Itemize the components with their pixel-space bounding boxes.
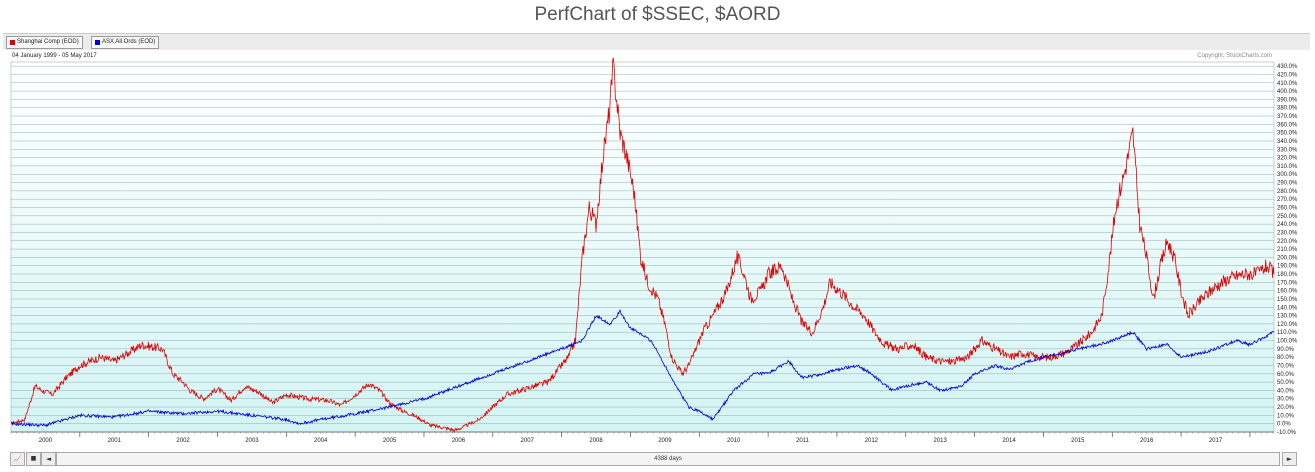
x-tick-label: 2007 [521,438,535,444]
y-tick-label: 20.0% [1277,405,1295,411]
y-tick-label: 290.0% [1277,181,1298,187]
x-tick-label: 2003 [245,438,259,444]
x-tick-label: 2017 [1209,438,1223,444]
y-tick-label: 410.0% [1277,81,1298,87]
y-tick-label: 350.0% [1277,131,1298,137]
x-tick-label: 2010 [727,438,741,444]
y-tick-label: 70.0% [1277,363,1295,369]
y-tick-label: 330.0% [1277,147,1298,153]
x-tick-label: 2013 [934,438,948,444]
y-tick-label: 240.0% [1277,222,1298,228]
series-line-asx [10,309,1275,428]
y-tick-label: 320.0% [1277,156,1298,162]
y-tick-label: 300.0% [1277,172,1298,178]
y-tick-label: 420.0% [1277,72,1298,78]
chart-type-icon[interactable]: 📈 [10,452,25,466]
legend-swatch-red [10,40,15,45]
x-tick-label: 2012 [865,438,879,444]
copyright-label: Copyright, StockCharts.com [1197,53,1272,59]
y-tick-label: 430.0% [1277,64,1298,70]
y-tick-label: 380.0% [1277,106,1298,112]
x-tick-label: 2008 [589,438,603,444]
y-tick-label: 210.0% [1277,247,1298,253]
y-tick-label: 120.0% [1277,322,1298,328]
legend-item-asx[interactable]: ASX All Ords (EOD) [91,36,160,49]
x-axis: 2000 2001 2002 2003 2004 2005 2006 2007 2008 2009… [10,431,1274,444]
x-tick-label: 2009 [658,438,672,444]
y-tick-label: 390.0% [1277,97,1298,103]
y-tick-label: 200.0% [1277,255,1298,261]
y-tick-label: 130.0% [1277,314,1298,320]
y-tick-label: 280.0% [1277,189,1298,195]
x-tick-label: 2016 [1140,438,1154,444]
y-tick-label: 90.0% [1277,347,1295,353]
y-tick-label: 30.0% [1277,397,1295,403]
y-tick-label: 150.0% [1277,297,1298,303]
y-tick-label: 340.0% [1277,139,1298,145]
x-tick-label: 2001 [108,438,122,444]
legend-swatch-blue [95,40,100,45]
x-tick-label: 2002 [176,438,190,444]
y-tick-label: 170.0% [1277,280,1298,286]
y-tick-label: 180.0% [1277,272,1298,278]
y-tick-label: -10.0% [1277,430,1297,436]
y-tick-label: 0.0% [1277,422,1291,428]
y-tick-label: 160.0% [1277,289,1298,295]
time-scrollbar[interactable]: 4388 days [56,452,1280,466]
legend-bar: Shanghai Comp (EOD) ASX All Ords (EOD) [3,33,1310,50]
y-tick-label: 260.0% [1277,206,1298,212]
y-tick-label: 50.0% [1277,380,1295,386]
bottom-bar: 📈 ■ ◄ 4388 days ► [8,452,1308,466]
x-tick-label: 2011 [796,438,810,444]
scroll-right-button[interactable]: ► [1282,452,1297,466]
y-tick-label: 310.0% [1277,164,1298,170]
y-tick-label: 100.0% [1277,339,1298,345]
legend-label-shanghai: Shanghai Comp (EOD) [17,39,79,45]
y-tick-label: 110.0% [1277,330,1298,336]
y-tick-label: 10.0% [1277,413,1295,419]
x-tick-label: 2006 [452,438,466,444]
y-axis: 430.0% 420.0% 410.0% 400.0% 390.0% 380.0% 370.… [1277,64,1298,436]
chart-title: PerfChart of $SSEC, $AORD [534,4,781,25]
y-tick-label: 270.0% [1277,197,1298,203]
x-tick-label: 2014 [1002,438,1016,444]
date-range-label: 04 January 1999 - 05 May 2017 [12,53,97,59]
x-tick-label: 2004 [314,438,328,444]
y-tick-label: 250.0% [1277,214,1298,220]
x-tick-label: 2015 [1071,438,1085,444]
scroll-left-button[interactable]: ◄ [41,452,56,466]
y-tick-label: 360.0% [1277,122,1298,128]
plot-background [10,61,1275,433]
series-lines [10,57,1275,434]
x-tick-label: 2000 [39,438,53,444]
y-tick-label: 220.0% [1277,239,1298,245]
y-tick-label: 400.0% [1277,89,1298,95]
y-tick-label: 230.0% [1277,230,1298,236]
y-tick-label: 140.0% [1277,305,1298,311]
legend-label-asx: ASX All Ords (EOD) [102,39,156,45]
days-label: 4388 days [654,456,682,462]
x-tick-label: 2005 [383,438,397,444]
color-toggle-icon[interactable]: ■ [26,452,41,466]
y-tick-label: 60.0% [1277,372,1295,378]
y-tick-label: 80.0% [1277,355,1295,361]
legend-item-shanghai[interactable]: Shanghai Comp (EOD) [6,36,83,49]
y-tick-label: 370.0% [1277,114,1298,120]
y-tick-label: 40.0% [1277,388,1295,394]
y-tick-label: 190.0% [1277,264,1298,270]
